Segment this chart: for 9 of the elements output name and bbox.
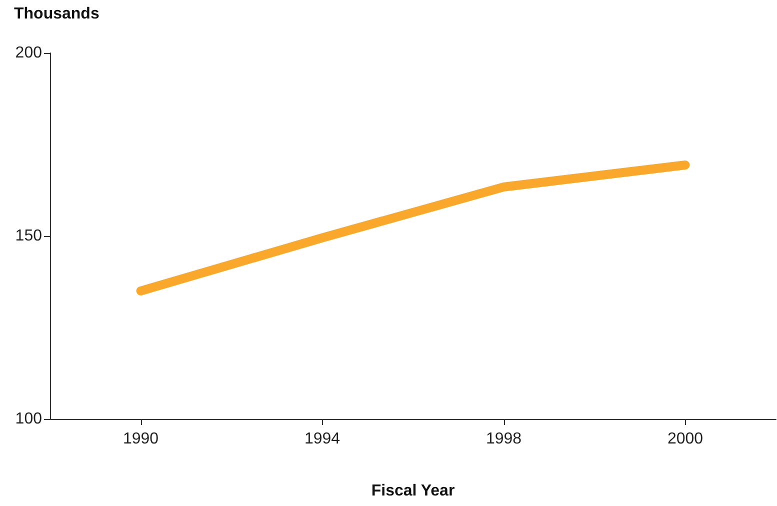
- x-tick-label: 2000: [667, 430, 704, 448]
- x-tick-label: 1998: [486, 430, 522, 448]
- x-tick-label: 1994: [304, 430, 340, 448]
- x-tick-label: 1990: [122, 430, 159, 448]
- y-tick-label: 150: [15, 228, 42, 244]
- y-tick-label: 200: [15, 44, 42, 62]
- y-tick-label: 100: [15, 410, 42, 428]
- x-axis-title: Fiscal Year: [371, 482, 455, 500]
- y-axis-title: Thousands: [14, 6, 100, 22]
